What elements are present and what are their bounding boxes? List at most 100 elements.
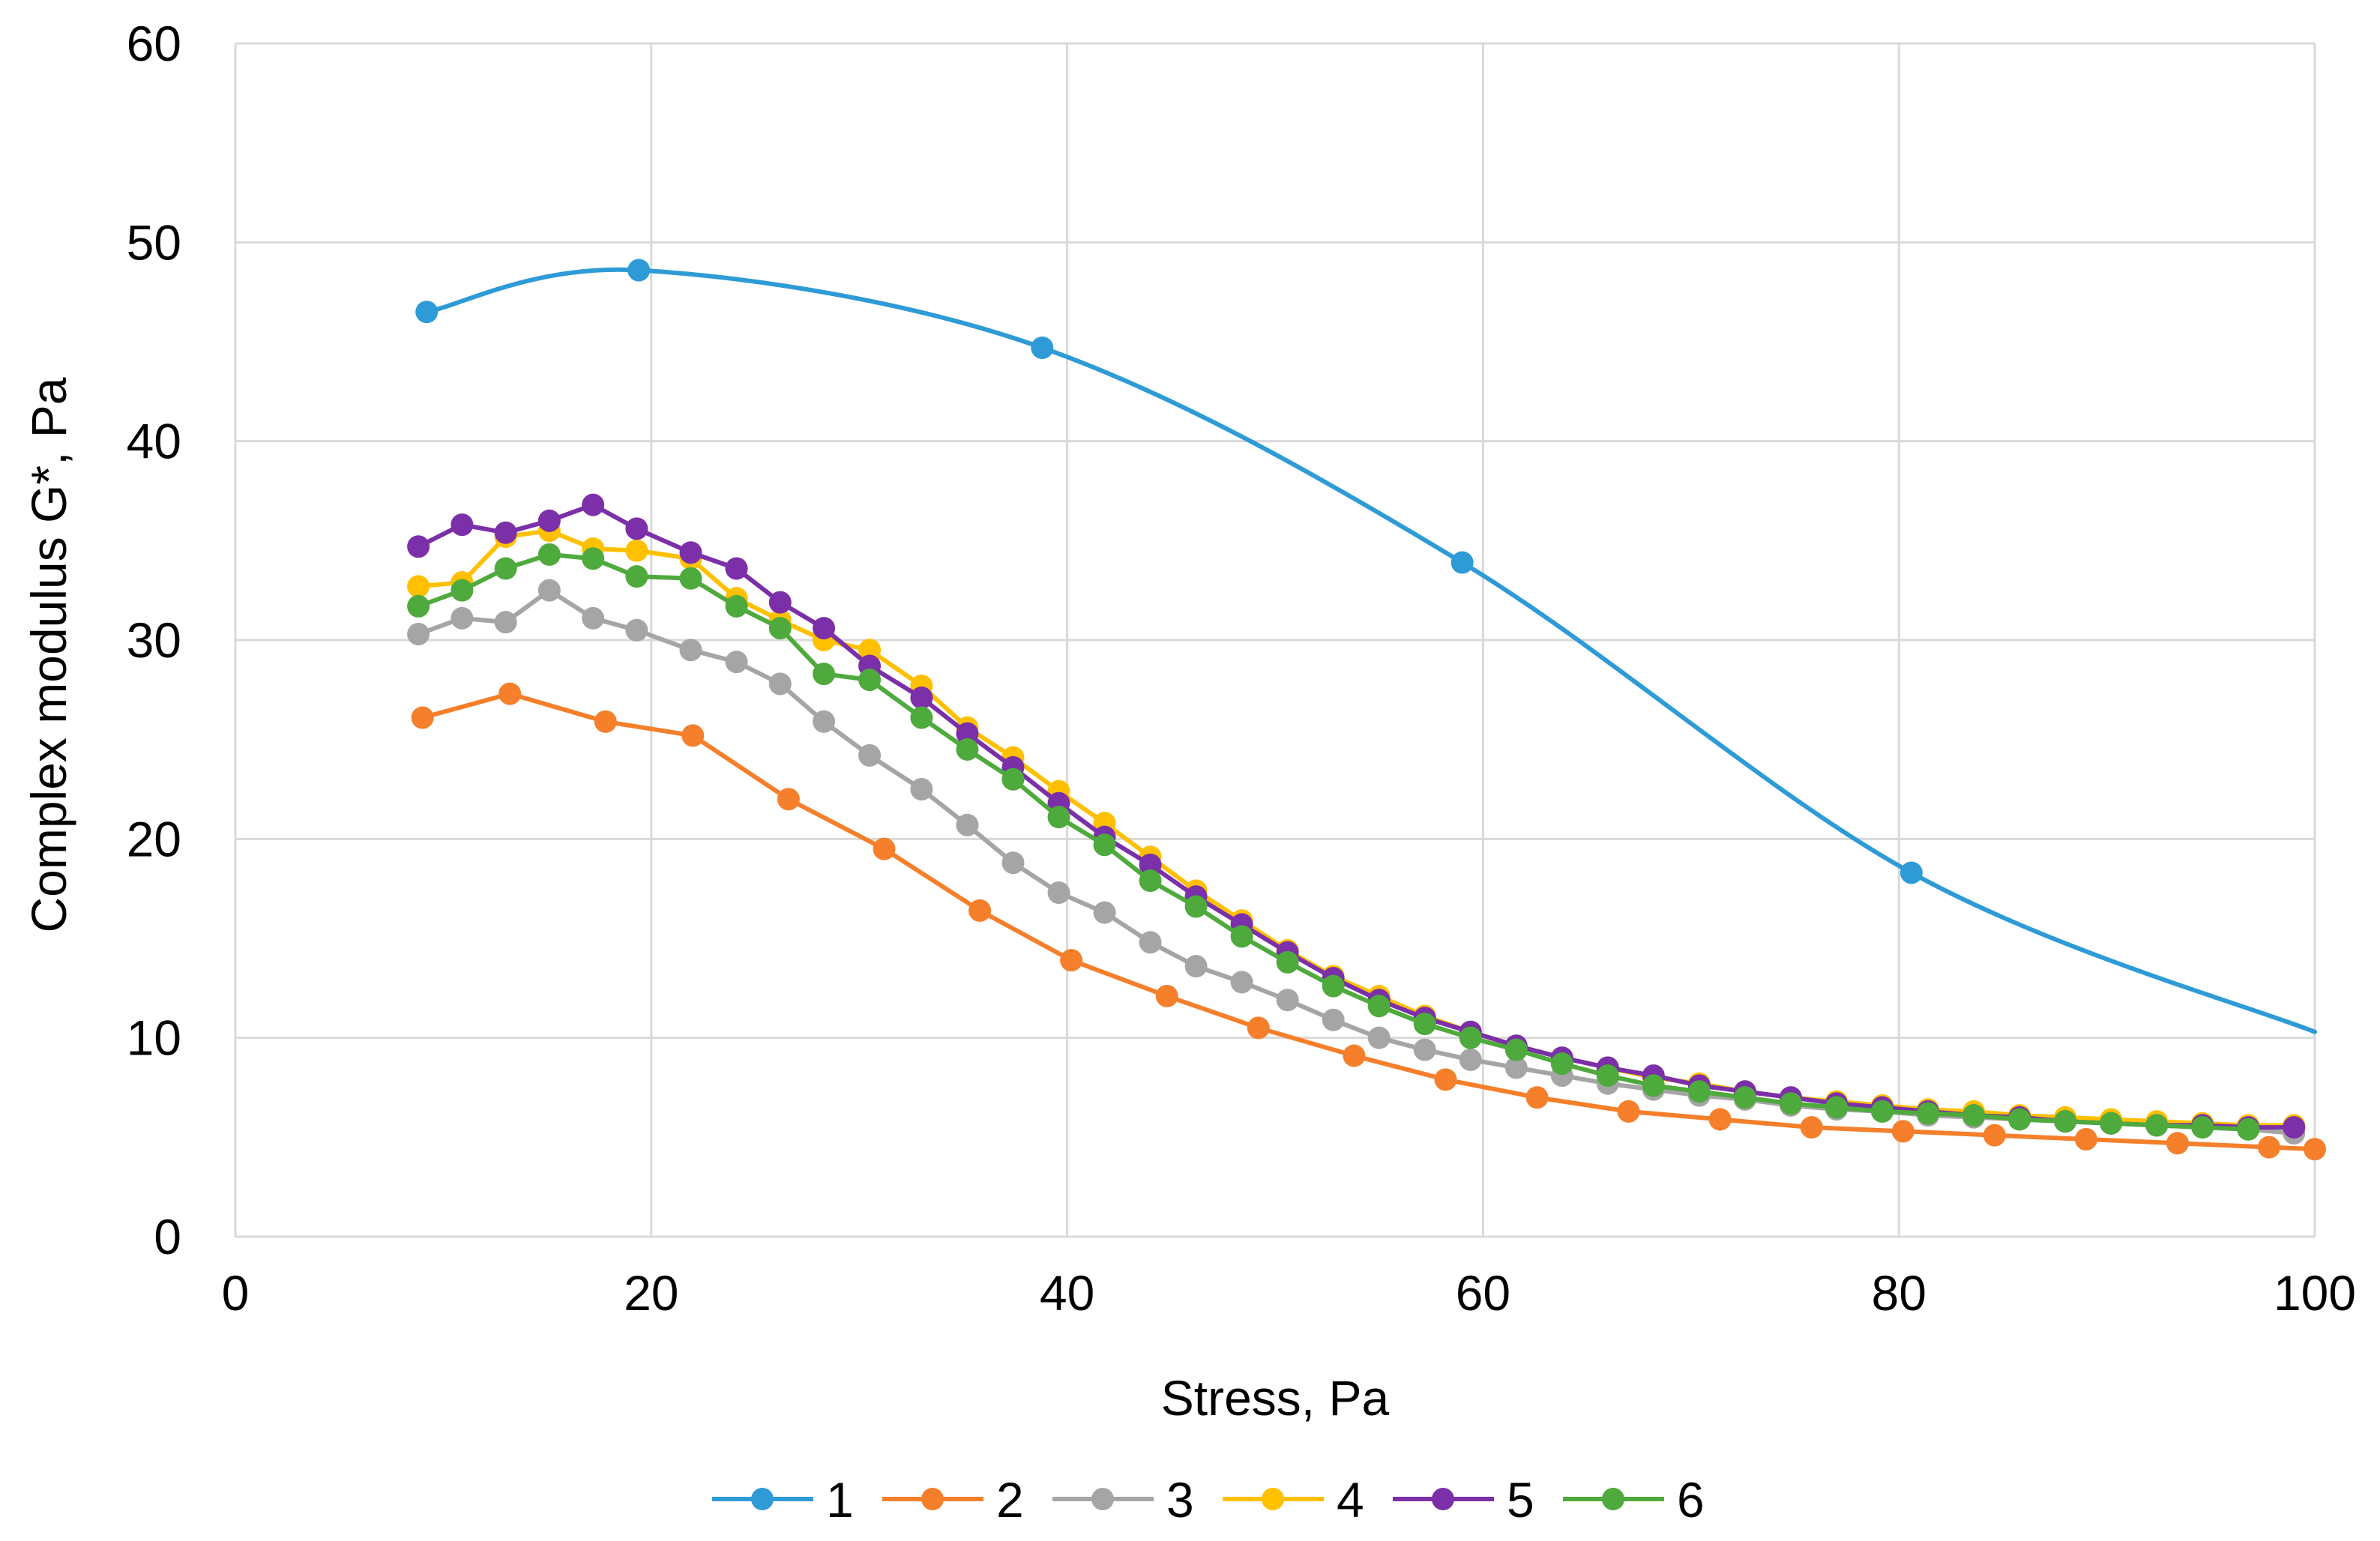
data-point [2100, 1112, 2122, 1135]
data-point [1597, 1064, 1619, 1087]
legend-swatch-marker [1262, 1488, 1284, 1510]
legend-label: 6 [1677, 1472, 1705, 1528]
data-point [1247, 1016, 1270, 1039]
data-point [813, 617, 835, 639]
legend-label: 4 [1337, 1472, 1364, 1528]
data-point [2258, 1136, 2280, 1159]
data-point [1060, 949, 1082, 971]
data-point [2145, 1114, 2168, 1136]
series-line-4 [418, 531, 2294, 1125]
legend-label: 1 [826, 1472, 854, 1528]
data-point [1231, 971, 1253, 993]
y-tick-label: 30 [127, 612, 181, 668]
data-point [1414, 1039, 1436, 1061]
data-point [858, 744, 881, 767]
data-point [451, 513, 473, 536]
data-point [1031, 337, 1053, 359]
data-point [1618, 1100, 1640, 1123]
data-point [956, 738, 978, 761]
data-point [1434, 1068, 1456, 1091]
data-point [415, 301, 438, 323]
data-point [1139, 869, 1162, 892]
legend-item-2: 2 [882, 1472, 1024, 1528]
data-point [1322, 975, 1345, 998]
series-lines [407, 259, 2326, 1160]
data-point [1231, 925, 1253, 947]
y-tick-label: 10 [127, 1010, 181, 1066]
data-point [538, 579, 561, 602]
y-tick-label: 20 [127, 811, 181, 866]
legend-swatch-marker [1432, 1488, 1454, 1510]
series-2 [412, 683, 2326, 1161]
data-point [1871, 1100, 1894, 1123]
data-point [2008, 1108, 2031, 1130]
data-point [1156, 985, 1178, 1007]
data-point [769, 672, 792, 695]
data-point [968, 899, 991, 922]
legend-item-5: 5 [1393, 1472, 1534, 1528]
data-point [1642, 1074, 1665, 1097]
y-tick-label: 0 [154, 1209, 181, 1264]
data-point [582, 607, 604, 630]
legend-swatch-marker [921, 1488, 944, 1510]
data-point [813, 663, 835, 685]
legend-swatch-marker [1091, 1488, 1114, 1510]
x-tick-label: 100 [2274, 1265, 2356, 1321]
data-point [1322, 1009, 1345, 1031]
data-point [1734, 1086, 1756, 1109]
y-tick-label: 50 [127, 214, 181, 270]
legend-item-1: 1 [712, 1472, 854, 1528]
data-point [1277, 951, 1299, 974]
legend: 12 3 4 5 6 [712, 1472, 1705, 1528]
data-point [1185, 896, 1208, 918]
data-point [1048, 806, 1070, 828]
data-point [594, 711, 617, 733]
y-tick-label: 60 [127, 16, 181, 71]
data-point [2054, 1110, 2076, 1133]
data-point [498, 683, 521, 705]
legend-swatch-marker [751, 1488, 774, 1510]
data-point [680, 541, 702, 564]
data-point [625, 517, 648, 540]
data-point [625, 540, 648, 562]
data-point [1094, 833, 1116, 856]
data-point [407, 595, 430, 618]
data-point [726, 595, 748, 618]
data-point [910, 706, 933, 729]
data-point [1185, 955, 1208, 977]
data-point [1459, 1027, 1482, 1049]
data-point [726, 557, 748, 579]
data-point [681, 724, 704, 747]
data-point [2283, 1116, 2305, 1139]
data-point [1343, 1045, 1365, 1067]
data-point [495, 611, 517, 633]
data-point [1451, 552, 1474, 574]
data-point [1983, 1124, 2006, 1147]
data-point [1688, 1080, 1711, 1103]
data-point [777, 788, 800, 810]
data-point [1139, 931, 1162, 953]
data-point [407, 623, 430, 645]
gridlines [235, 43, 2315, 1237]
legend-label: 3 [1166, 1472, 1194, 1528]
data-point [1780, 1092, 1802, 1115]
data-point [451, 607, 473, 630]
data-point [1526, 1086, 1549, 1109]
data-point [2166, 1132, 2189, 1154]
data-point [582, 494, 604, 516]
data-point [680, 639, 702, 661]
x-tick-label: 80 [1871, 1265, 1926, 1321]
data-point [1917, 1102, 1939, 1124]
data-point [873, 838, 895, 860]
x-tick-label: 40 [1040, 1265, 1094, 1321]
data-point [1900, 861, 1923, 884]
data-point [582, 547, 604, 570]
data-point [858, 669, 881, 691]
data-point [1368, 1027, 1391, 1049]
legend-label: 5 [1507, 1472, 1534, 1528]
data-point [1368, 995, 1391, 1017]
data-point [956, 814, 978, 836]
data-point [538, 510, 561, 532]
data-point [495, 557, 517, 579]
legend-item-3: 3 [1052, 1472, 1194, 1528]
